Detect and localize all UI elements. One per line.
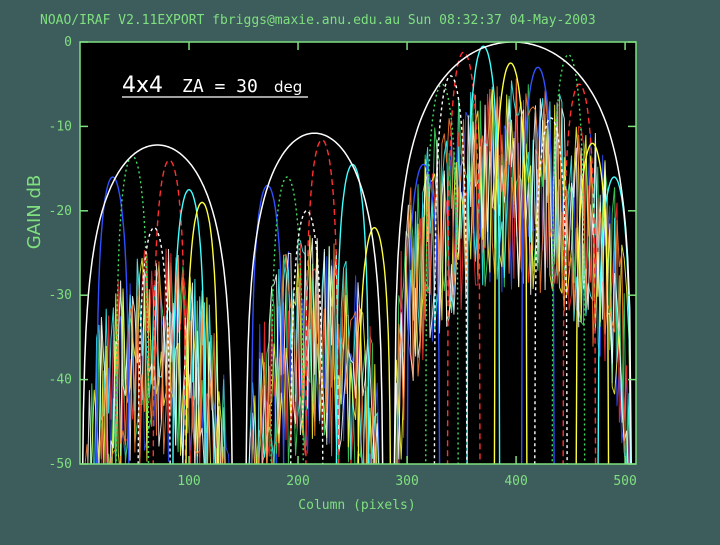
x-tick-label: 200 [286,474,309,489]
y-tick-label: -30 [49,288,72,303]
beam-main-lobe [425,83,459,464]
x-tick-label: 500 [613,474,636,489]
plot-frame [79,41,637,465]
beam-main-lobe [152,159,187,464]
beam-main-lobe [446,51,481,464]
y-axis-label: GAIN dB [24,175,45,250]
envelope-lobe [393,42,632,464]
axes: 0 -10 -20 -30 -40 -50 100 200 300 400 500 [49,35,637,489]
plot-annotation: 4x4 ZA = 30 deg [122,73,308,98]
beam-main-lobe [551,53,586,464]
envelope-lobe [81,144,233,464]
y-tick-label: -20 [49,204,72,219]
annotation-array: 4x4 [122,73,163,98]
y-tick-label: -10 [49,119,72,134]
beam-main-lobe [493,62,528,464]
beam-main-lobe [534,117,568,464]
beam-main-lobe [562,83,597,464]
beam-main-lobe [433,75,468,464]
beam-main-lobe [406,163,441,464]
y-tick-label: -50 [49,457,72,472]
x-tick-label: 400 [504,474,527,489]
plot-header: NOAO/IRAF V2.11EXPORT fbriggs@maxie.anu.… [40,13,596,28]
envelope-trace [81,42,632,464]
x-axis-label: Column (pixels) [298,498,415,513]
sidelobe-trace [94,80,632,464]
beam-main-lobe [357,226,392,464]
annotation-unit: deg [274,78,302,96]
x-tick-label: 300 [395,474,418,489]
x-tick-label: 100 [177,474,200,489]
y-tick-label: 0 [64,35,72,50]
beam-main-lobe [520,66,555,464]
beam-main-lobe [270,176,304,464]
beam-main-lobe [305,139,339,464]
beam-main-lobe [95,176,130,464]
beam-main-lobe [466,45,501,464]
envelope-lobe [245,132,384,464]
y-tick-label: -40 [49,373,72,388]
beam-main-lobe [575,142,610,464]
beam-main-lobe [185,201,219,464]
beam-main-lobe [172,188,206,464]
beam-main-lobe [115,155,150,464]
annotation-za: ZA = 30 [182,76,258,97]
beam-main-lobe [290,210,324,464]
